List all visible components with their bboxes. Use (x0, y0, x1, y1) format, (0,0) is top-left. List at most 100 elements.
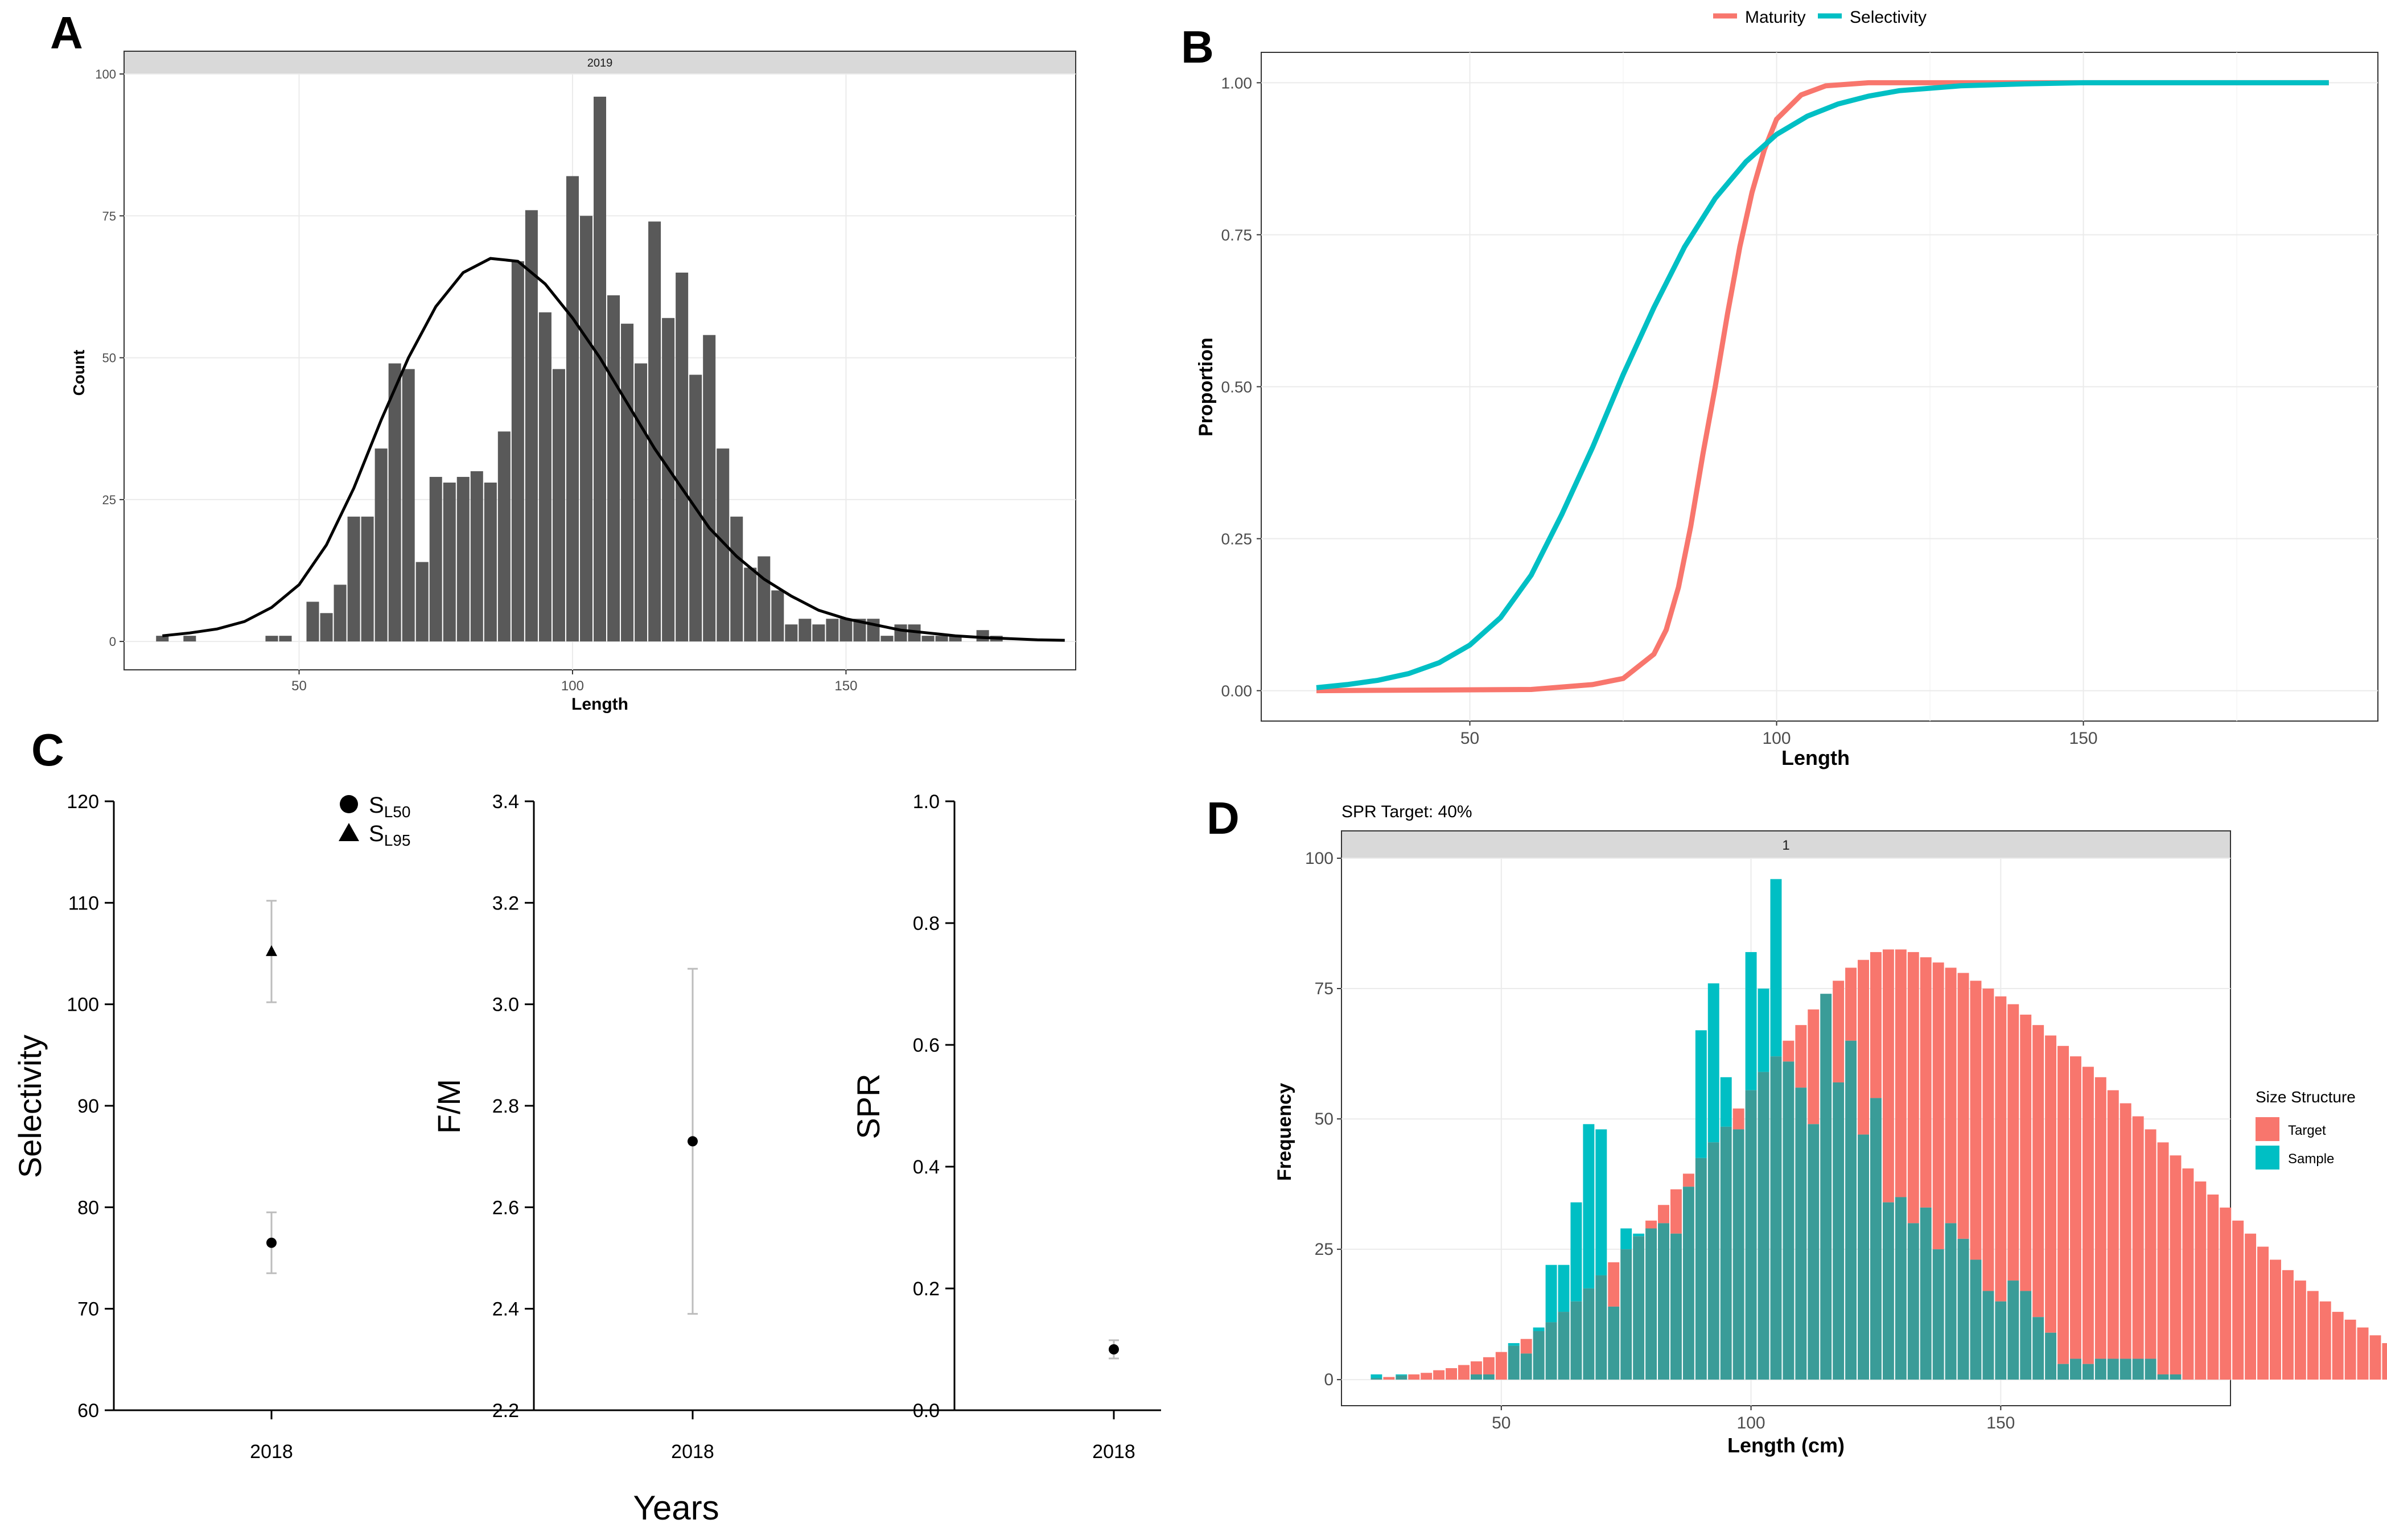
panel-c-selectivity-plot: 60 70 80 90 100 110 120 2018 Selectivity SL50 … (12, 791, 538, 1463)
target-bar (2007, 1004, 2019, 1281)
panel-c-spr-plot: 0.0 0.2 0.4 0.6 0.8 1.0 2018 SPR (850, 791, 1161, 1463)
target-bar (2045, 1035, 2057, 1333)
target-bar (2107, 1090, 2119, 1359)
histogram-bar (579, 216, 592, 642)
target-bar (1495, 1352, 1507, 1380)
overlap-bar (2145, 1358, 2156, 1380)
y-tick-label: 2.4 (492, 1299, 519, 1320)
y-tick-label: 0.50 (1221, 378, 1253, 396)
overlap-bar (2020, 1291, 2032, 1380)
point-sl50 (266, 1237, 277, 1248)
sample-bar (1720, 1077, 1732, 1127)
y-tick-label: 100 (95, 67, 116, 81)
y-tick-label: 0.4 (913, 1156, 940, 1178)
overlap-bar (1895, 1197, 1907, 1380)
histogram-bar (497, 431, 511, 642)
overlap-bar (1595, 1275, 1607, 1380)
panel-a-y-ticks: 0 25 50 75 100 (95, 67, 124, 649)
overlap-bar (1670, 1233, 1682, 1380)
sample-bar (1620, 1228, 1632, 1250)
y-tick-label: 1.00 (1221, 74, 1253, 92)
target-bar (1882, 949, 1894, 1203)
histogram-bar (470, 471, 483, 642)
y-tick-label: 0.75 (1221, 226, 1253, 244)
y-tick-label: 75 (1315, 979, 1334, 998)
y-tick-label: 0.2 (913, 1278, 940, 1300)
sample-bar (1396, 1374, 1407, 1376)
y-tick-label: 60 (77, 1400, 99, 1422)
overlap-bar (1707, 1142, 1719, 1380)
histogram-bar (976, 630, 989, 642)
histogram-bar (320, 613, 333, 642)
legend-sl95-label: SL95 (369, 821, 410, 849)
panel-a-facet-label: 2019 (587, 57, 613, 69)
x-tick-label: 50 (1492, 1414, 1511, 1432)
histogram-bar (771, 590, 784, 642)
y-tick-label: 75 (102, 209, 116, 223)
target-bar (2057, 1045, 2069, 1364)
legend-sample-label: Sample (2288, 1151, 2334, 1167)
histogram-bar (648, 221, 661, 642)
panel-d-title: SPR Target: 40% (1341, 802, 1472, 821)
histogram-bar (443, 482, 456, 642)
y-tick-label: 80 (77, 1197, 99, 1218)
y-tick-label: 90 (77, 1096, 99, 1117)
y-tick-label: 0 (109, 635, 116, 649)
panel-c-x-label: Years (633, 1489, 719, 1527)
overlap-bar (2170, 1374, 2182, 1380)
histogram-bar (662, 318, 675, 642)
panel-b-maturity-selectivity: Maturity Selectivity 0.00 0.25 0.50 0.75 1.0… (1195, 8, 2378, 769)
panel-a-x-ticks: 50 100 150 (291, 670, 857, 694)
panel-c-estimates: 60 70 80 90 100 110 120 2018 Selectivity SL50 … (12, 791, 1161, 1527)
y-tick-label: 3.4 (492, 791, 519, 813)
target-bar (1433, 1370, 1445, 1380)
histogram-bar (334, 584, 347, 642)
x-tick-label: 50 (291, 678, 307, 694)
overlap-bar (1620, 1249, 1632, 1380)
x-tick-label: 150 (1986, 1414, 2015, 1432)
x-tick-label: 100 (1737, 1414, 1765, 1432)
sample-bar (1371, 1374, 1382, 1378)
panel-d-size-structure: SPR Target: 40% 1 0 25 50 75 100 50 100 150 Le… (1274, 802, 2387, 1457)
overlap-bar (2120, 1358, 2131, 1380)
overlap-bar (1957, 1238, 1969, 1380)
target-bar (2132, 1116, 2144, 1359)
histogram-bar (853, 619, 866, 642)
histogram-bar (730, 516, 743, 642)
histogram-bar (799, 619, 812, 642)
overlap-bar (1795, 1088, 1807, 1380)
overlap-bar (1520, 1353, 1532, 1380)
c3-y-ticks: 0.0 0.2 0.4 0.6 0.8 1.0 (913, 791, 1115, 1422)
y-tick-label: 0.25 (1221, 530, 1253, 548)
overlap-bar (1745, 1090, 1757, 1380)
target-bar (2220, 1207, 2232, 1380)
overlap-bar (1608, 1306, 1620, 1380)
y-tick-label: 3.2 (492, 892, 519, 914)
y-tick-label: 120 (67, 791, 99, 813)
target-bar (2032, 1025, 2044, 1317)
histogram-bar (429, 476, 442, 642)
overlap-bar (1758, 1072, 1769, 1380)
c1-marks (266, 900, 277, 1274)
overlap-bar (1682, 1187, 1694, 1380)
overlap-bar (1633, 1236, 1645, 1380)
y-tick-label: 0.0 (913, 1400, 940, 1422)
histogram-bar (538, 312, 552, 642)
panel-b-y-label: Proportion (1195, 337, 1217, 437)
histogram-bar (415, 562, 429, 642)
panel-a-facet-strip (124, 51, 1076, 75)
histogram-bar (156, 636, 169, 642)
target-bar (1458, 1365, 1470, 1380)
overlap-bar (1833, 1082, 1845, 1380)
y-tick-label: 110 (68, 892, 99, 914)
target-bar (1907, 952, 1919, 1224)
histogram-bar (552, 369, 565, 642)
point-spr (1109, 1344, 1119, 1354)
panel-b-legend: Maturity Selectivity (1713, 8, 1927, 27)
c1-y-ticks: 60 70 80 90 100 110 120 (67, 791, 273, 1422)
y-tick-label: 70 (77, 1299, 99, 1320)
target-bar (1645, 1220, 1657, 1229)
overlap-bar (1470, 1374, 1482, 1380)
target-bar (2332, 1312, 2344, 1380)
